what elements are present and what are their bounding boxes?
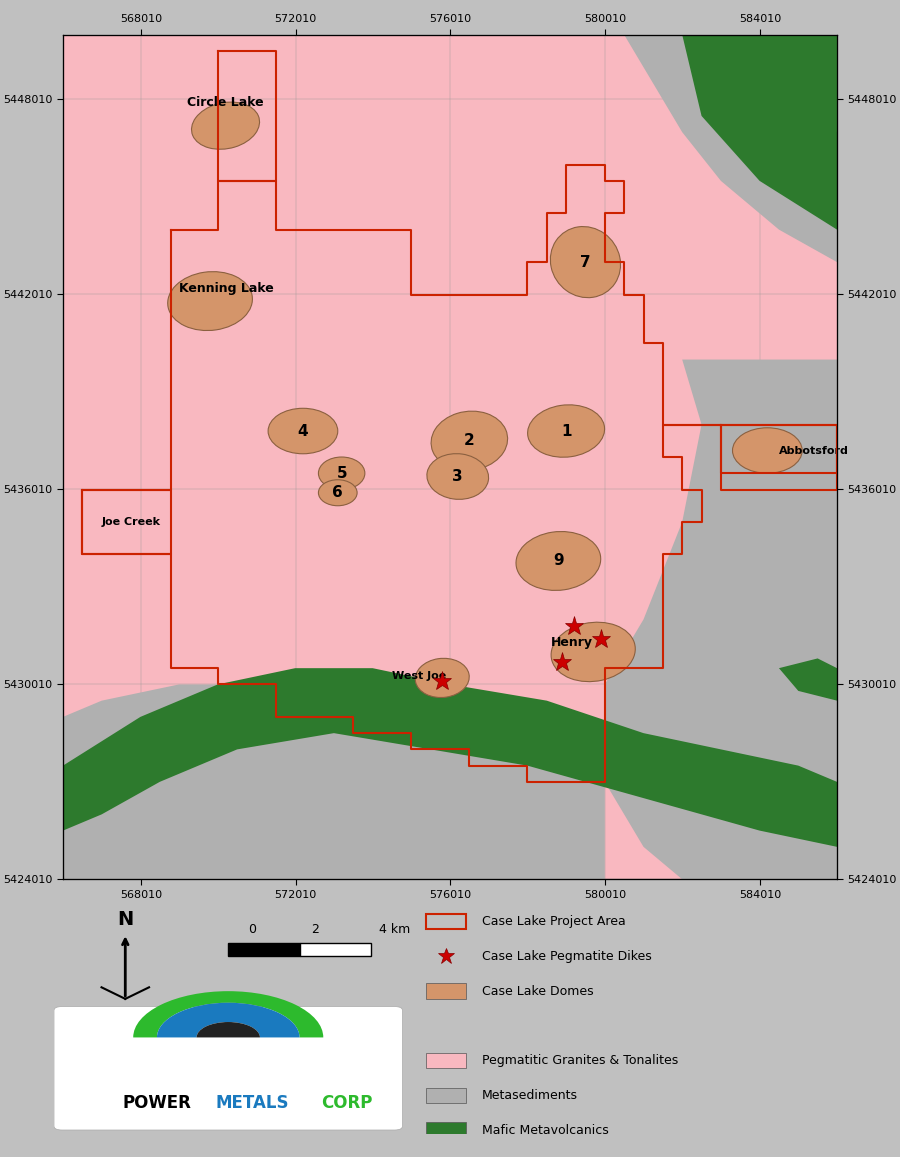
- Text: Circle Lake: Circle Lake: [187, 96, 264, 110]
- Ellipse shape: [427, 454, 489, 500]
- Ellipse shape: [551, 227, 620, 297]
- Bar: [229, 943, 300, 957]
- Wedge shape: [157, 1003, 300, 1038]
- Text: 7: 7: [580, 255, 590, 270]
- Polygon shape: [760, 35, 837, 132]
- Text: 6: 6: [332, 485, 343, 500]
- Text: 4: 4: [298, 423, 309, 439]
- Bar: [300, 943, 371, 957]
- Text: Pegmatitic Granites & Tonalites: Pegmatitic Granites & Tonalites: [482, 1054, 678, 1067]
- Text: Mafic Metavolcanics: Mafic Metavolcanics: [482, 1123, 608, 1136]
- Text: West Joe: West Joe: [392, 671, 446, 681]
- Text: POWER: POWER: [122, 1095, 192, 1112]
- Bar: [427, 1122, 466, 1137]
- Text: Henry: Henry: [551, 635, 592, 649]
- Ellipse shape: [319, 480, 357, 506]
- Text: 1: 1: [561, 423, 572, 439]
- Ellipse shape: [516, 531, 600, 590]
- Text: Metasediments: Metasediments: [482, 1089, 578, 1101]
- Polygon shape: [624, 35, 837, 263]
- Text: METALS: METALS: [215, 1095, 289, 1112]
- Wedge shape: [196, 1022, 260, 1038]
- Polygon shape: [682, 35, 837, 229]
- Text: Abbotsford: Abbotsford: [778, 445, 849, 456]
- Ellipse shape: [431, 411, 508, 471]
- Text: Case Lake Pegmatite Dikes: Case Lake Pegmatite Dikes: [482, 950, 652, 963]
- Ellipse shape: [167, 272, 252, 331]
- Text: 3: 3: [453, 469, 464, 484]
- Ellipse shape: [319, 457, 364, 489]
- Text: Case Lake Domes: Case Lake Domes: [482, 985, 593, 997]
- Text: 9: 9: [553, 553, 563, 568]
- Ellipse shape: [527, 405, 605, 457]
- Ellipse shape: [415, 658, 469, 698]
- Polygon shape: [605, 360, 837, 879]
- Text: 0: 0: [248, 923, 256, 936]
- Text: 4 km: 4 km: [379, 923, 410, 936]
- Ellipse shape: [192, 102, 259, 149]
- Text: Joe Creek: Joe Creek: [102, 517, 161, 526]
- Text: N: N: [117, 911, 133, 929]
- Polygon shape: [63, 668, 837, 847]
- FancyBboxPatch shape: [54, 1007, 402, 1130]
- Polygon shape: [63, 685, 605, 879]
- Bar: [427, 1053, 466, 1068]
- Bar: [427, 983, 466, 998]
- Ellipse shape: [268, 408, 338, 454]
- Wedge shape: [133, 992, 323, 1038]
- Text: 5: 5: [337, 466, 347, 481]
- Ellipse shape: [733, 428, 802, 473]
- Ellipse shape: [551, 622, 635, 681]
- Text: 2: 2: [464, 433, 474, 448]
- Text: CORP: CORP: [321, 1095, 373, 1112]
- Text: Kenning Lake: Kenning Lake: [179, 281, 274, 295]
- Text: Case Lake Project Area: Case Lake Project Area: [482, 915, 625, 928]
- Polygon shape: [778, 658, 837, 701]
- Bar: [427, 914, 466, 929]
- Text: 2: 2: [311, 923, 320, 936]
- Bar: [427, 1088, 466, 1103]
